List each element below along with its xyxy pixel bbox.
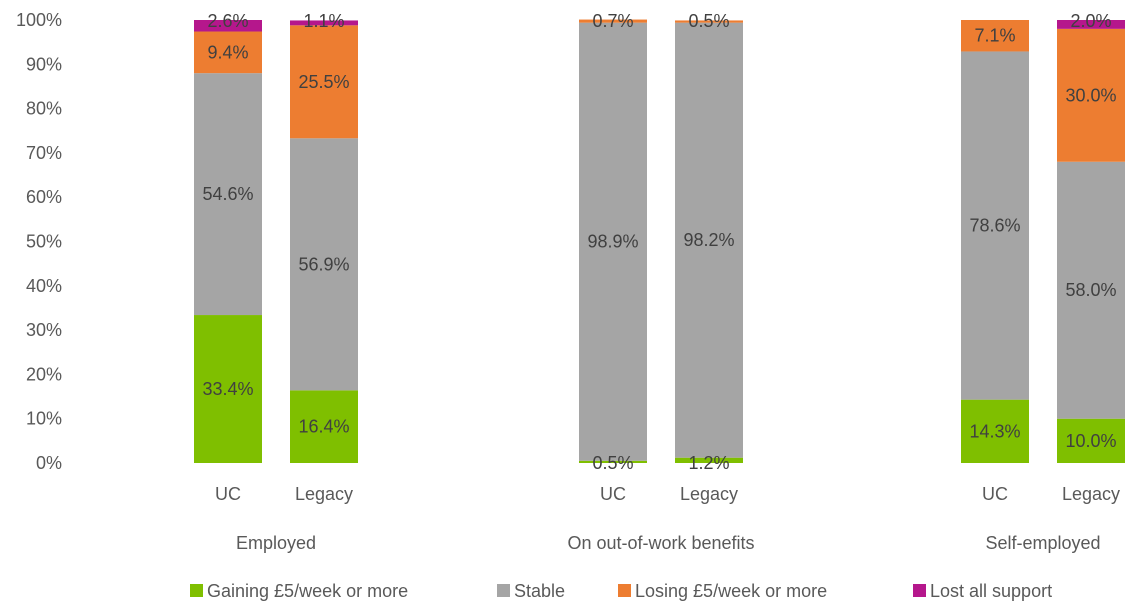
data-label: 0.5% [688,11,729,31]
bar-segment-stable [1057,161,1125,419]
bar-segment-stable [194,73,262,316]
y-tick-label: 90% [26,54,62,74]
bar-segment-gaining-5-week-or-more [961,399,1029,463]
data-label: 58.0% [1065,280,1116,300]
bar-segment-lost-all-support [194,20,262,32]
legend: Gaining £5/week or more Stable Losing £5/w… [190,581,1052,601]
data-label: 56.9% [298,254,349,274]
bar-segment-gaining-5-week-or-more [1057,418,1125,463]
data-label: 14.3% [969,421,1020,441]
bar-segment-losing-5-week-or-more [290,25,358,139]
legend-label: Gaining £5/week or more [207,581,408,601]
category-label: Legacy [680,484,738,504]
data-labels: 33.4% 54.6% 9.4% 2.6% 16.4% 56.9% 25.5% 1.1% 0.5… [202,11,1116,473]
bar-segment-lost-all-support [1057,20,1125,29]
y-tick-label: 70% [26,143,62,163]
bars [194,19,1125,463]
y-axis: 0% 10% 20% 30% 40% 50% 60% 70% 80% 90% 100% [16,10,62,473]
data-label: 78.6% [969,216,1020,236]
category-label: Legacy [1062,484,1120,504]
group-label: Employed [236,533,316,553]
y-tick-label: 0% [36,453,62,473]
bar-segment-gaining-5-week-or-more [675,457,743,463]
legend-label: Losing £5/week or more [635,581,827,601]
legend-label: Lost all support [930,581,1052,601]
y-tick-label: 50% [26,232,62,252]
bar-segment-lost-all-support [290,20,358,26]
bar-segment-stable [961,51,1029,400]
category-label: UC [982,484,1008,504]
data-label: 10.0% [1065,431,1116,451]
bar-segment-losing-5-week-or-more [1057,28,1125,162]
y-tick-label: 10% [26,409,62,429]
data-label: 16.4% [298,417,349,437]
data-label: 1.2% [688,453,729,473]
legend-swatch [190,584,203,597]
y-tick-label: 60% [26,187,62,207]
data-label: 54.6% [202,184,253,204]
category-label: UC [215,484,241,504]
data-label: 0.7% [592,11,633,31]
group-label: On out-of-work benefits [567,533,754,553]
group-label: Self-employed [985,533,1100,553]
bar-segment-gaining-5-week-or-more [194,315,262,463]
category-label: UC [600,484,626,504]
data-label: 2.6% [207,11,248,31]
bar-segment-stable [290,138,358,391]
y-tick-label: 30% [26,320,62,340]
bar-segment-stable [675,22,743,458]
y-tick-label: 20% [26,364,62,384]
bar-segment-losing-5-week-or-more [675,20,743,23]
bar-segment-losing-5-week-or-more [961,20,1029,52]
data-label: 7.1% [974,26,1015,46]
bar-segment-losing-5-week-or-more [194,31,262,74]
y-tick-label: 80% [26,99,62,119]
bar-segment-gaining-5-week-or-more [579,460,647,463]
data-label: 9.4% [207,42,248,62]
y-tick-label: 40% [26,276,62,296]
x-axis: UC Legacy Employed UC Legacy On out-of-work b… [215,484,1120,553]
legend-swatch [618,584,631,597]
legend-label: Stable [514,581,565,601]
y-tick-label: 100% [16,10,62,30]
bar-segment-losing-5-week-or-more [579,19,647,23]
data-label: 33.4% [202,379,253,399]
data-label: 0.5% [592,453,633,473]
data-label: 30.0% [1065,85,1116,105]
data-label: 98.9% [587,232,638,252]
data-label: 25.5% [298,72,349,92]
data-label: 1.1% [303,11,344,31]
legend-swatch [497,584,510,597]
category-label: Legacy [295,484,353,504]
legend-swatch [913,584,926,597]
data-label: 98.2% [683,230,734,250]
bar-segment-gaining-5-week-or-more [290,390,358,463]
data-label: 2.0% [1070,11,1111,31]
bar-segment-stable [579,22,647,461]
